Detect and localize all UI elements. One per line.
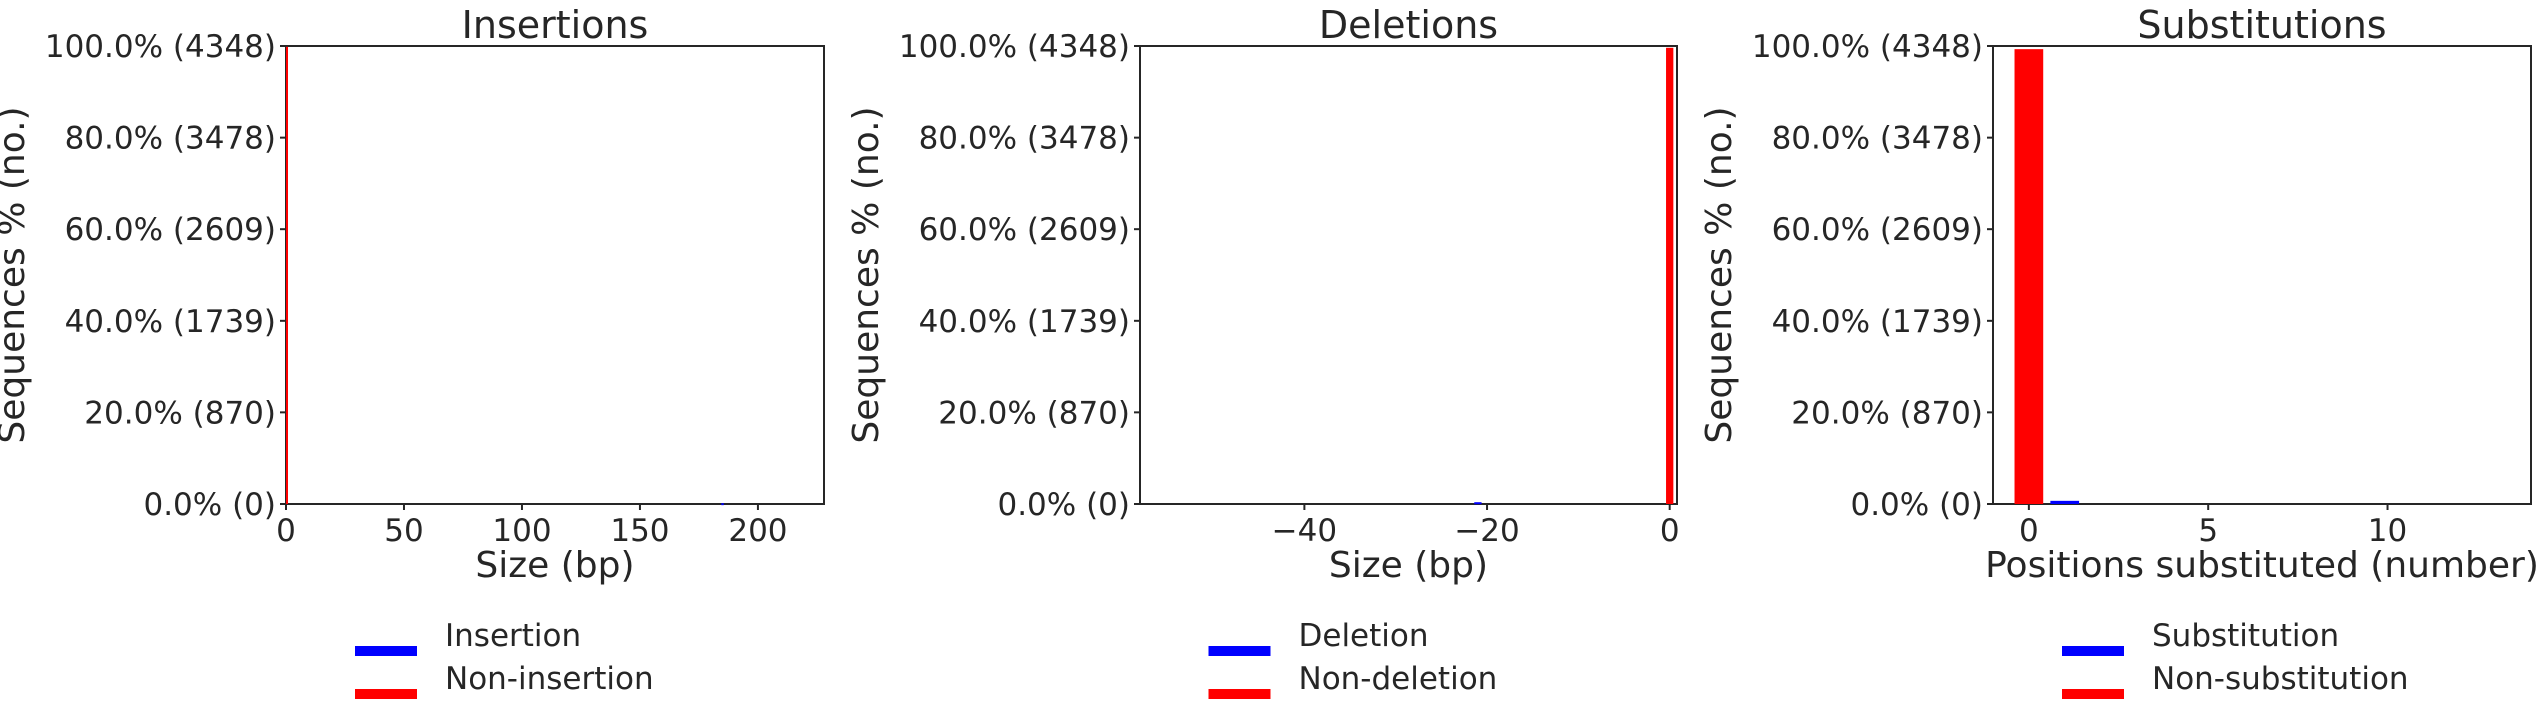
y-tick-label: 20.0% (870) [1791,395,1983,431]
y-tick-label: 80.0% (3478) [65,121,276,157]
x-tick-label: 0 [2019,513,2039,549]
bar-non-substitution [2014,49,2044,505]
legend-label: Substitution [2152,618,2339,654]
chart-panel-3: Substitutions 0.0% (0) 20.0% (870) 40.0% (1… [1699,3,2539,699]
legend: Substitution Non-substitution [2062,618,2409,699]
y-tick-label: 0.0% (0) [143,487,276,523]
chart-title: Substitutions [2137,3,2386,47]
chart-title: Insertions [462,3,649,47]
y-tick-label: 100.0% (4348) [1752,29,1983,65]
bar-substitution [2050,500,2080,504]
legend: Insertion Non-insertion [355,618,654,699]
y-axis-label: Sequences % (no.) [1699,106,1740,443]
legend-label: Non-substitution [2152,661,2409,697]
y-axis-label: Sequences % (no.) [0,106,33,443]
x-tick-label: 0 [276,513,296,549]
x-tick-label: 10 [2368,513,2407,549]
plot-frame [1992,45,2532,505]
y-axis-label: Sequences % (no.) [846,106,887,443]
legend-label: Insertion [445,618,581,654]
bar-non-insertion [286,46,288,505]
legend-label: Non-insertion [445,661,654,697]
y-tick-label: 80.0% (3478) [1772,121,1983,157]
x-tick-label: 0 [1660,513,1680,549]
x-tick-label: −20 [1454,513,1519,549]
y-tick-label: 20.0% (870) [84,395,276,431]
bar-non-deletion [1666,47,1674,504]
legend-label: Deletion [1299,618,1429,654]
y-tick-label: 100.0% (4348) [899,29,1130,65]
legend-label: Non-deletion [1299,661,1498,697]
chart-panel-1: Insertions 0.0% (0) 20.0% (870) 40.0% (1739… [0,3,825,699]
chart-title: Deletions [1319,3,1498,47]
x-tick-label: 100 [492,513,551,549]
x-tick-label: 5 [2198,513,2218,549]
bar-deletion [1474,502,1482,505]
plot-frame [1139,45,1678,505]
y-tick-label: 60.0% (2609) [1772,212,1983,248]
x-tick-label: 150 [610,513,669,549]
y-tick-label: 40.0% (1739) [919,304,1130,340]
legend: Deletion Non-deletion [1208,618,1498,699]
y-tick-label: 100.0% (4348) [45,29,276,65]
y-tick-label: 60.0% (2609) [65,212,276,248]
y-tick-label: 80.0% (3478) [919,121,1130,157]
y-tick-label: 40.0% (1739) [1772,304,1983,340]
x-axis-label: Positions substituted (number) [1985,545,2539,586]
x-axis-label: Size (bp) [1329,545,1488,586]
y-tick-label: 60.0% (2609) [919,212,1130,248]
y-tick-label: 20.0% (870) [938,395,1130,431]
y-tick-label: 0.0% (0) [997,487,1130,523]
plot-frame [285,45,825,505]
x-tick-label: 200 [728,513,787,549]
x-axis-label: Size (bp) [475,545,634,586]
x-tick-label: −40 [1272,513,1337,549]
x-tick-label: 50 [384,513,423,549]
y-tick-label: 40.0% (1739) [65,304,276,340]
bar-insertion [721,503,724,506]
y-tick-label: 0.0% (0) [1850,487,1983,523]
chart-panel-2: Deletions 0.0% (0) 20.0% (870) 40.0% (1739)… [846,3,1680,699]
